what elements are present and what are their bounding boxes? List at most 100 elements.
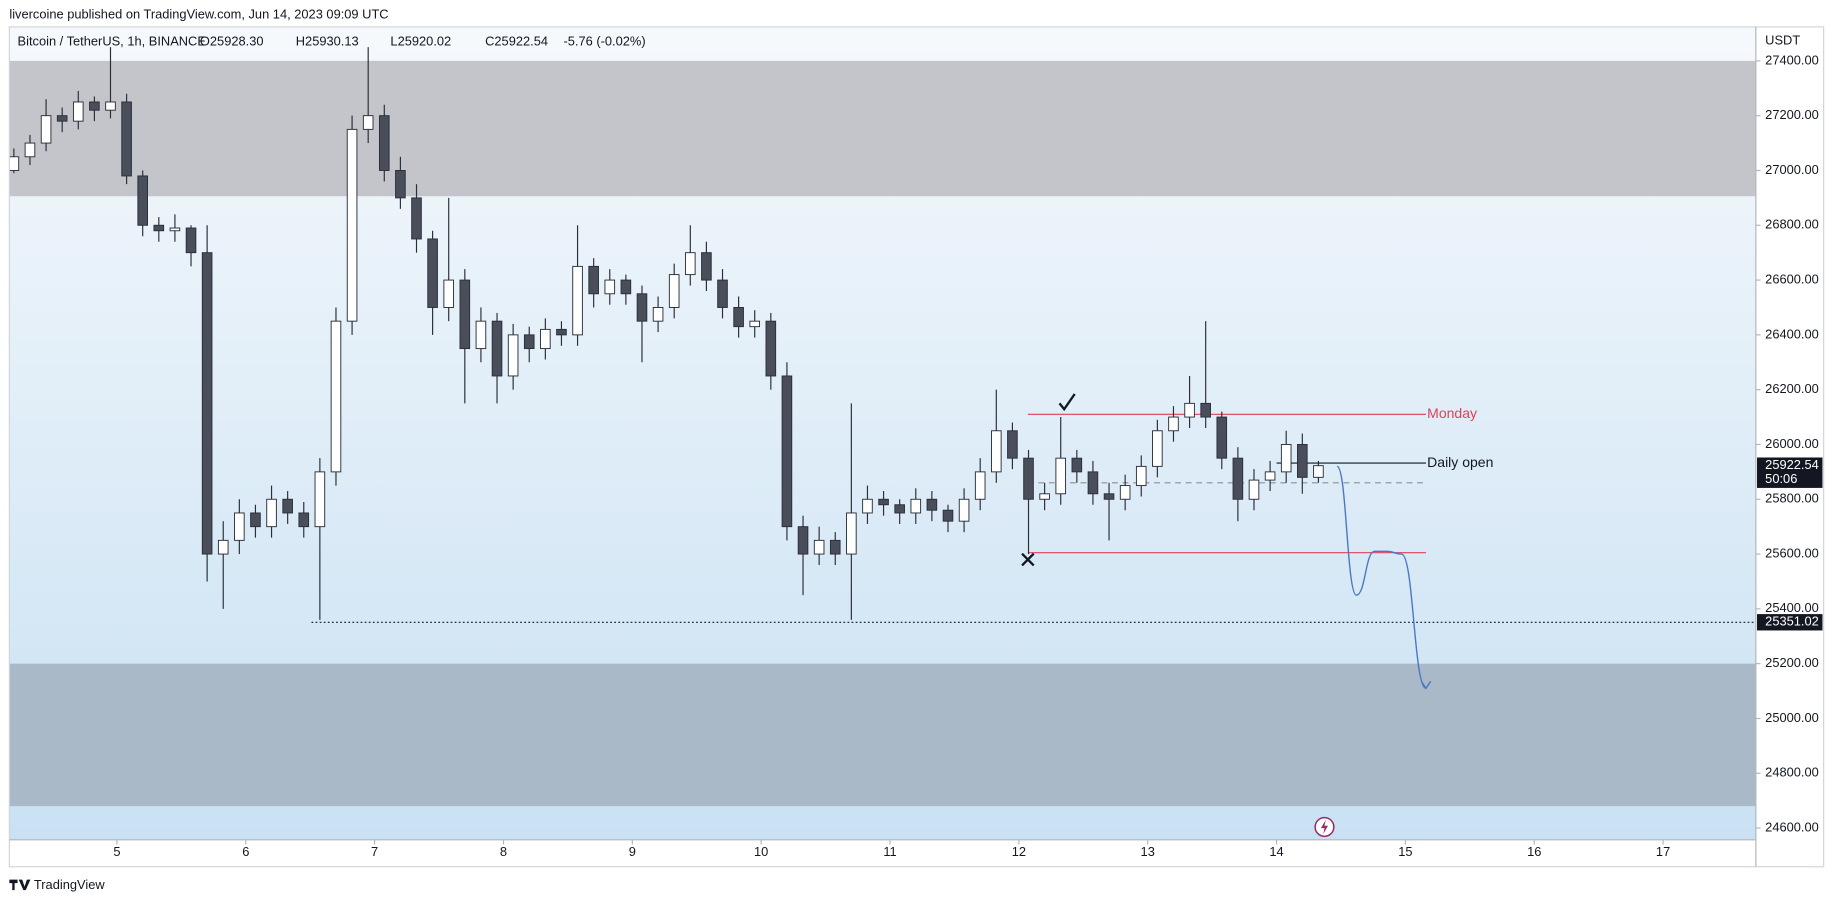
candle-body — [1103, 493, 1115, 500]
candle-body — [588, 265, 599, 295]
ohlc-value: C25922.54 — [485, 33, 548, 48]
candle-body — [1313, 465, 1324, 478]
candle-body — [846, 512, 857, 555]
brand-logo — [9, 879, 31, 891]
candle-body — [1216, 416, 1228, 459]
y-tick-label: 27200.00 — [1765, 107, 1819, 122]
candle-body — [217, 539, 229, 555]
candle-body — [298, 512, 310, 528]
candle-body — [878, 498, 889, 506]
candle-body — [1087, 471, 1099, 495]
brand-name: TradingView — [34, 877, 105, 892]
x-tick-label: 16 — [1527, 844, 1541, 859]
candle-body — [1119, 485, 1131, 500]
y-tick-label: 26000.00 — [1765, 436, 1819, 451]
ohlc-value: -5.76 (-0.02%) — [563, 33, 645, 48]
candle-body — [604, 279, 616, 295]
candle-body — [749, 320, 761, 328]
zone — [9, 60, 1756, 197]
candle-body — [572, 265, 583, 336]
y-tick-label: 26200.00 — [1765, 381, 1819, 396]
candle-body — [668, 274, 680, 308]
alert-icon — [1314, 816, 1335, 838]
y-tick-label: 26600.00 — [1765, 271, 1819, 286]
y-tick-label: 25000.00 — [1765, 710, 1819, 725]
y-tick-label: 25800.00 — [1765, 491, 1819, 506]
candle-body — [234, 512, 245, 541]
candle-body — [201, 252, 213, 555]
candle-body — [717, 279, 728, 308]
y-unit: USDT — [1765, 32, 1800, 47]
candle-body — [894, 504, 905, 514]
candle-body — [1039, 493, 1050, 500]
candle-body — [330, 320, 342, 473]
price-label-box — [1757, 457, 1823, 488]
x-tick-label: 10 — [754, 844, 768, 859]
y-tick-label: 24800.00 — [1765, 765, 1819, 780]
candle-body — [427, 238, 438, 308]
candle-body — [974, 471, 986, 500]
candle-body — [765, 320, 777, 377]
zone — [9, 663, 1756, 807]
candle-body — [1023, 457, 1034, 500]
x-tick-label: 9 — [629, 844, 636, 859]
candle-body — [556, 328, 567, 336]
y-tick-label: 27000.00 — [1765, 162, 1819, 177]
chart-title: Bitcoin / TetherUS, 1h, BINANCE — [18, 33, 207, 48]
price-label: 25922.54 — [1765, 457, 1819, 472]
candle-body — [958, 498, 970, 522]
y-tick-label: 25600.00 — [1765, 545, 1819, 560]
candle-body — [56, 115, 68, 122]
candle-body — [121, 101, 132, 177]
candle-body — [1135, 465, 1147, 487]
marker-check — [1058, 393, 1076, 412]
candle-body — [701, 252, 712, 281]
candle-body — [491, 320, 503, 377]
x-tick-label: 12 — [1012, 844, 1026, 859]
candle-body — [282, 498, 293, 514]
x-tick-label: 5 — [113, 844, 120, 859]
candle-body — [1232, 457, 1244, 500]
candle-body — [1280, 443, 1292, 473]
x-tick-label: 15 — [1398, 844, 1412, 859]
candle-body — [636, 293, 648, 322]
candle-body — [153, 224, 165, 232]
candle-body — [137, 175, 149, 226]
y-tick-label: 24600.00 — [1765, 819, 1819, 834]
candle-body — [459, 279, 471, 350]
candle-body — [40, 115, 52, 144]
candle-body — [733, 307, 744, 328]
level-label: Monday — [1427, 405, 1477, 421]
candle-body — [1200, 402, 1211, 418]
candle-body — [540, 328, 551, 350]
candle-body — [797, 526, 809, 555]
candle-body — [475, 320, 487, 350]
candle-body — [942, 509, 954, 522]
candle-body — [314, 471, 326, 528]
candle-body — [1297, 443, 1308, 478]
candle-body — [652, 307, 664, 322]
projection-arrowhead — [1420, 680, 1432, 690]
candle-body — [781, 375, 793, 528]
candle-body — [362, 115, 374, 130]
y-tick-label: 26800.00 — [1765, 217, 1819, 232]
frame — [8, 26, 1825, 868]
x-tick-label: 7 — [371, 844, 378, 859]
candle-body — [169, 227, 181, 232]
y-tick-label: 25200.00 — [1765, 655, 1819, 670]
candle-body — [1007, 430, 1018, 459]
candle-body — [684, 252, 696, 276]
candle-body — [1264, 471, 1276, 481]
plot-area: Monday Daily open — [9, 47, 1756, 807]
candle-body — [620, 279, 632, 295]
y-tick-label: 27400.00 — [1765, 52, 1819, 67]
candle-body — [1071, 457, 1083, 473]
x-tick-label: 13 — [1141, 844, 1155, 859]
candle-body — [24, 142, 36, 158]
candle-body — [89, 101, 100, 111]
candle-body — [411, 197, 422, 240]
ohlc-value: L25920.02 — [390, 33, 451, 48]
candle-body — [72, 101, 84, 122]
